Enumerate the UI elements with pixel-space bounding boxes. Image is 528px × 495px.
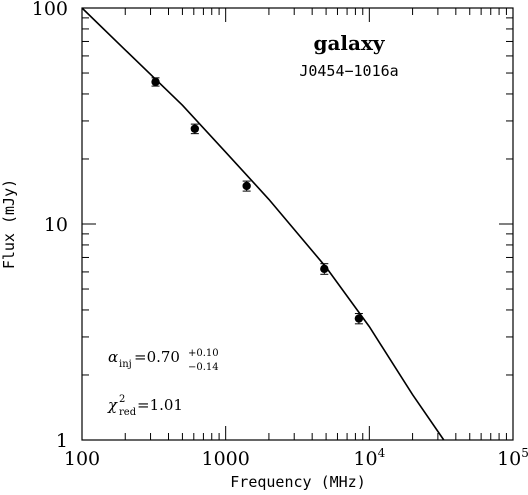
data-point [190, 123, 200, 135]
x-tick-label: 104 [353, 446, 385, 470]
data-points [151, 77, 364, 325]
point-marker [151, 77, 160, 87]
alpha-lower-error: −0.14 [188, 362, 219, 373]
alpha-symbol: α [108, 348, 118, 366]
chi-superscript: 2 [119, 394, 125, 405]
y-axis-label: Flux (mJy) [0, 179, 18, 269]
chi-subscript: red [119, 407, 137, 418]
y-tick-label: 10 [44, 214, 68, 236]
plot-frame [81, 7, 514, 441]
data-point [320, 263, 329, 275]
data-point [354, 313, 364, 325]
x-tick-label: 100 [64, 448, 100, 470]
tick-labels: 100 1000 104 105 1 10 100 [32, 0, 528, 470]
chi-symbol: χ [107, 396, 118, 414]
alpha-upper-error: +0.10 [188, 348, 219, 359]
alpha-subscript: inj [119, 359, 132, 370]
chi-annotation: χ 2 red =1.01 [107, 394, 183, 418]
y-tick-label: 100 [32, 0, 68, 20]
x-axis-label: Frequency (MHz) [230, 473, 365, 491]
x-tick-label-exponent: 5 [521, 446, 528, 460]
x-tick-label: 105 [497, 446, 528, 470]
data-point [151, 77, 160, 87]
chi-value: =1.01 [137, 396, 183, 414]
chart-title: galaxy [313, 31, 385, 55]
x-tick-label: 1000 [201, 448, 249, 470]
point-marker [320, 264, 329, 274]
alpha-value: =0.70 [134, 348, 180, 366]
data-point [242, 180, 251, 192]
x-tick-label-exponent: 4 [378, 446, 386, 460]
tick-marks [81, 7, 514, 441]
chart-subtitle: J0454−1016a [299, 62, 398, 80]
point-marker [242, 181, 251, 191]
point-marker [190, 124, 200, 133]
model-curve [81, 7, 445, 441]
y-tick-label: 1 [56, 430, 68, 452]
alpha-annotation: α inj =0.70 +0.10 −0.14 [108, 348, 219, 373]
point-marker [354, 314, 364, 323]
